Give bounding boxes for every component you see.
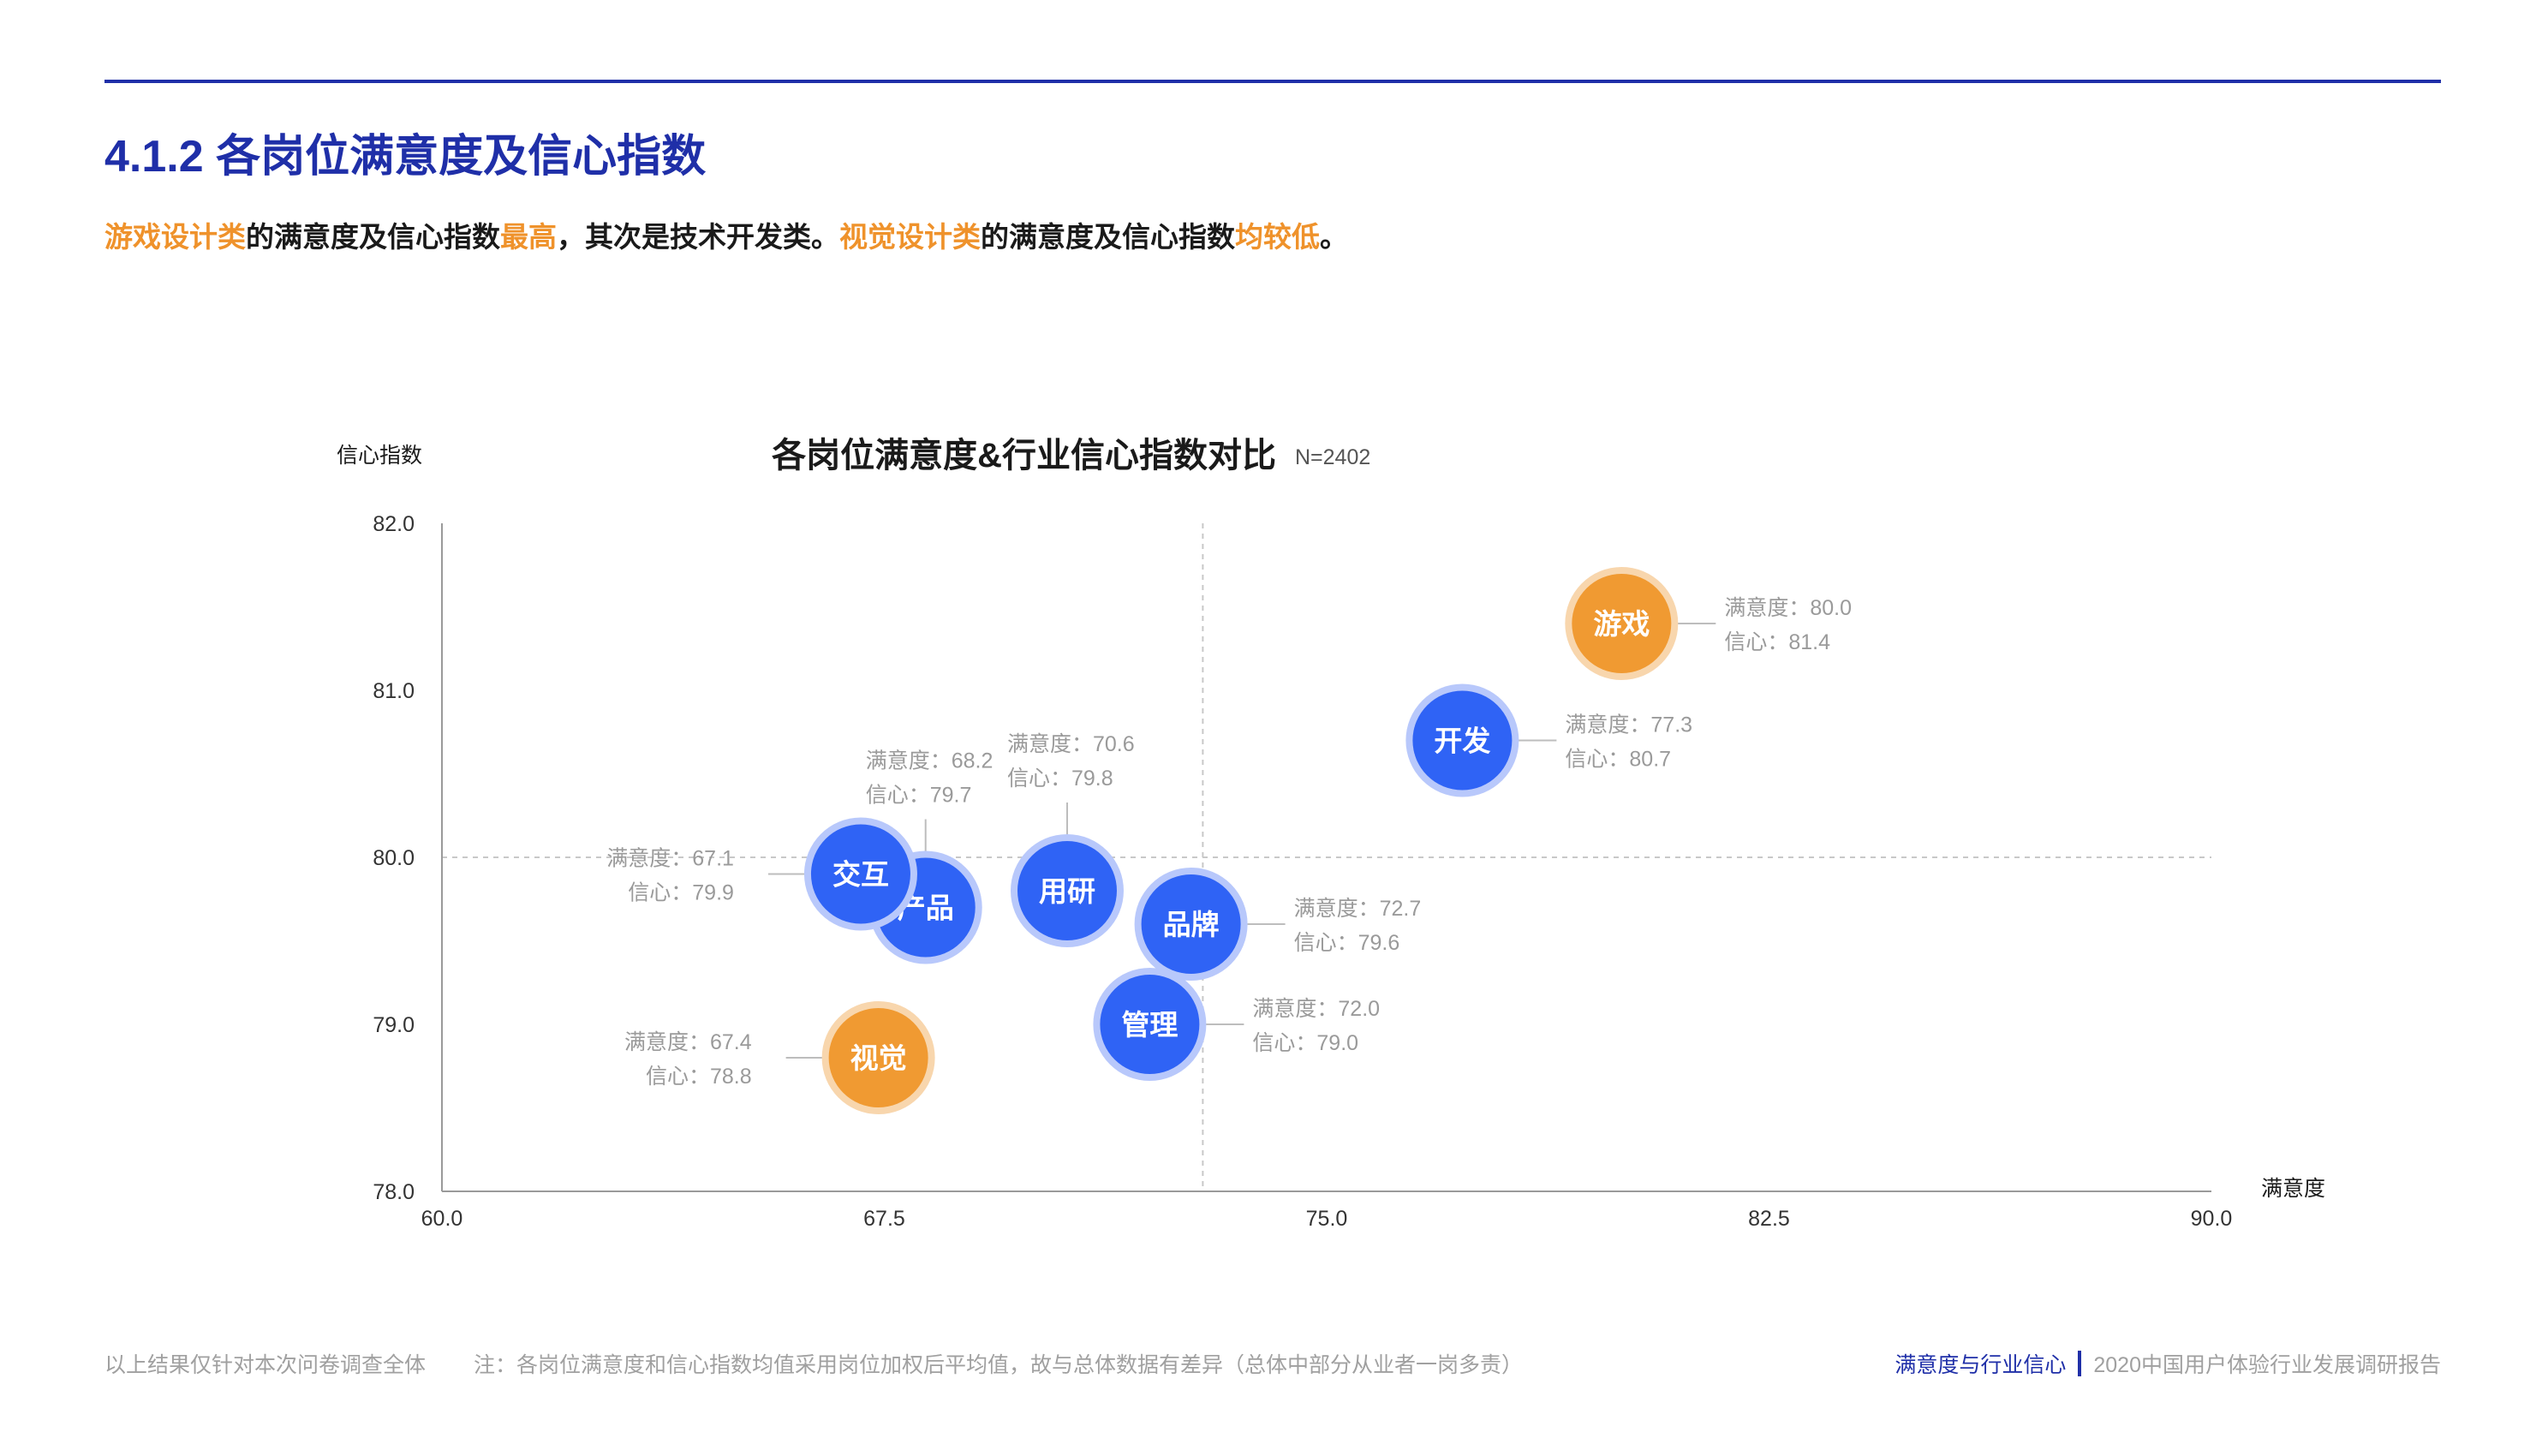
footer-scope-note: 以上结果仅针对本次问卷调查全体 <box>104 1353 427 1377</box>
summary-segment: 的满意度及信心指数 <box>246 221 500 253</box>
y-tick-label: 82.0 <box>373 512 415 536</box>
data-label-satisfaction: 满意度：67.1 <box>606 847 734 871</box>
summary-segment: 的满意度及信心指数 <box>981 221 1235 253</box>
bubble-管理: 满意度：72.0 信心：79.0 管理 <box>1093 968 1380 1081</box>
bubble-point <box>810 824 910 924</box>
bubble-point <box>1141 874 1241 974</box>
bubble-label: 管理 <box>1121 1009 1178 1041</box>
y-tick-label: 80.0 <box>373 846 415 870</box>
top-rule <box>104 80 2441 83</box>
x-tick-label: 75.0 <box>1306 1207 1348 1231</box>
summary-segment: 游戏设计类 <box>104 221 246 253</box>
summary-segment: 。 <box>1320 221 1348 253</box>
summary-segment: 视觉设计类 <box>839 221 981 253</box>
bubble-label: 游戏 <box>1593 608 1650 640</box>
y-axis-label: 信心指数 <box>337 444 422 468</box>
footer-report-info: 满意度与行业信心 2020中国用户体验行业发展调研报告 <box>1895 1348 2441 1379</box>
bubble-用研: 满意度：70.6 信心：79.8 用研 <box>1007 732 1135 947</box>
footer-divider <box>2078 1351 2082 1376</box>
data-label-satisfaction: 满意度：80.0 <box>1724 596 1852 620</box>
bubble-label: 开发 <box>1434 725 1490 757</box>
summary-segment: 最高 <box>500 221 557 253</box>
bubble-label: 品牌 <box>1163 909 1220 940</box>
bubble-交互: 满意度：67.1 信心：79.9 交互 <box>606 817 917 931</box>
footer-report-name: 2020中国用户体验行业发展调研报告 <box>2093 1353 2441 1377</box>
data-label-confidence: 信心：79.8 <box>1007 767 1113 791</box>
x-axis-label: 满意度 <box>2261 1177 2325 1201</box>
bubble-point <box>1017 841 1117 940</box>
bubble-label: 交互 <box>832 859 889 891</box>
summary-segment: ，其次是技术开发类。 <box>557 221 839 253</box>
data-label-confidence: 信心：81.4 <box>1724 630 1830 654</box>
bubble-品牌: 满意度：72.7 信心：79.6 品牌 <box>1134 868 1422 981</box>
bubble-视觉: 满意度：67.4 信心：78.8 视觉 <box>624 1001 935 1114</box>
bubble-point <box>1412 690 1513 791</box>
data-label-satisfaction: 满意度：68.2 <box>866 749 994 773</box>
y-tick-label: 78.0 <box>373 1180 415 1204</box>
y-tick-label: 79.0 <box>373 1013 415 1037</box>
data-label-confidence: 信心：79.6 <box>1294 931 1400 955</box>
bubble-label: 用研 <box>1039 875 1095 907</box>
x-tick-label: 90.0 <box>2191 1207 2233 1231</box>
bubble-point <box>828 1008 928 1107</box>
footer-method-note: 注：各岗位满意度和信心指数均值采用岗位加权后平均值，故与总体数据有差异（总体中部… <box>474 1353 1524 1377</box>
data-label-confidence: 信心：80.7 <box>1565 748 1671 772</box>
data-label-satisfaction: 满意度：72.7 <box>1294 897 1422 921</box>
summary-segment: 均较低 <box>1235 221 1320 253</box>
data-label-confidence: 信心：78.8 <box>646 1065 752 1089</box>
bubble-开发: 满意度：77.3 信心：80.7 开发 <box>1405 683 1692 797</box>
x-tick-label: 60.0 <box>421 1207 463 1231</box>
footer-section-name: 满意度与行业信心 <box>1895 1353 2067 1377</box>
chart-title: 各岗位满意度&行业信心指数对比 <box>772 437 1276 474</box>
chart-sample-note: N=2402 <box>1295 445 1370 469</box>
scatter-chart: 各岗位满意度&行业信心指数对比 N=2402 信心指数 满意度 60.0 67.5… <box>337 437 2325 1231</box>
data-label-confidence: 信心：79.0 <box>1252 1031 1358 1055</box>
section-title: 4.1.2 各岗位满意度及信心指数 <box>104 132 707 182</box>
data-label-satisfaction: 满意度：77.3 <box>1565 713 1692 737</box>
x-tick-label: 67.5 <box>863 1207 905 1231</box>
bubble-label: 视觉 <box>850 1042 907 1074</box>
bubble-游戏: 满意度：80.0 信心：81.4 游戏 <box>1565 567 1852 680</box>
bubble-point <box>1100 975 1200 1074</box>
data-label-confidence: 信心：79.7 <box>866 784 972 808</box>
data-label-satisfaction: 满意度：70.6 <box>1007 732 1135 756</box>
data-label-confidence: 信心：79.9 <box>628 881 734 905</box>
bubble-point <box>1572 574 1672 673</box>
x-tick-label: 82.5 <box>1748 1207 1790 1231</box>
data-label-satisfaction: 满意度：67.4 <box>624 1030 752 1054</box>
y-tick-label: 81.0 <box>373 679 415 703</box>
summary-text: 游戏设计类的满意度及信心指数最高，其次是技术开发类。视觉设计类的满意度及信心指数… <box>104 214 1348 255</box>
data-label-satisfaction: 满意度：72.0 <box>1252 997 1380 1021</box>
